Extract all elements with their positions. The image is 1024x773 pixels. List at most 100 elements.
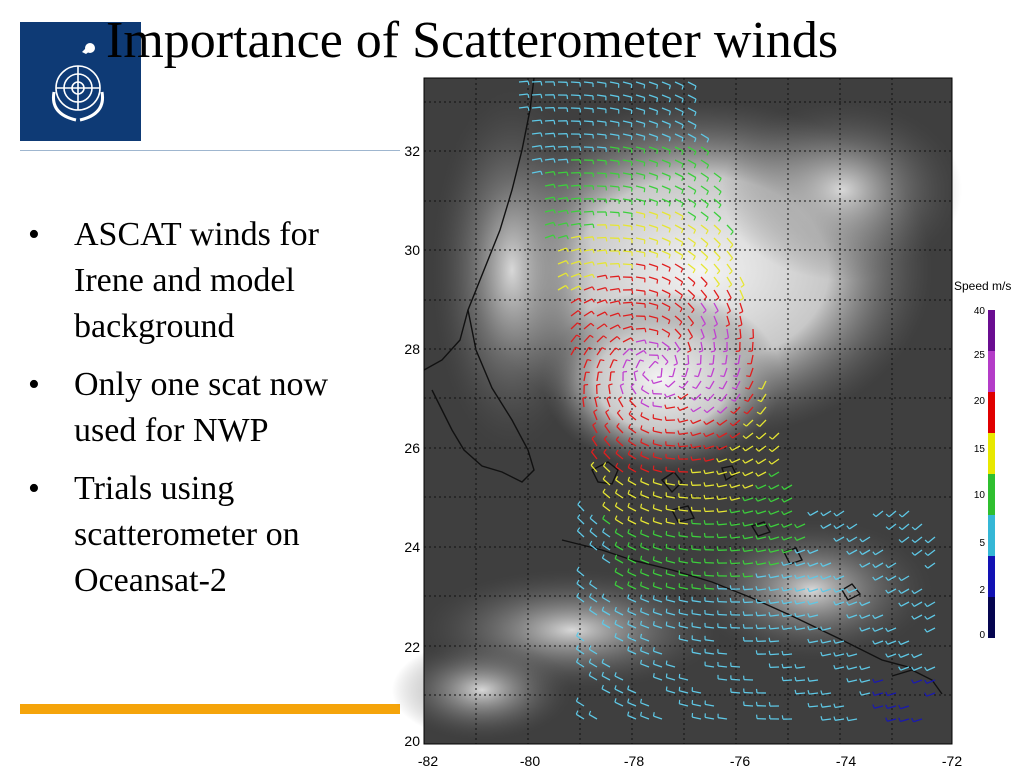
wind-barb-tick bbox=[782, 677, 783, 681]
wind-barb bbox=[718, 627, 727, 628]
wind-barb bbox=[666, 445, 675, 446]
wind-barb-tick bbox=[730, 560, 731, 564]
wind-barb-tick bbox=[705, 546, 706, 550]
wind-barb bbox=[584, 95, 593, 96]
wind-barb bbox=[610, 372, 611, 381]
wind-barb bbox=[679, 446, 688, 447]
wind-barb-tick bbox=[757, 702, 758, 706]
wind-barb bbox=[796, 693, 805, 694]
wind-barb bbox=[770, 641, 779, 642]
wind-barb bbox=[610, 276, 619, 277]
wind-barb bbox=[558, 147, 567, 148]
wind-barb-tick bbox=[717, 534, 718, 538]
wind-barb-tick bbox=[657, 163, 658, 167]
wind-barb bbox=[731, 666, 740, 667]
wind-barb bbox=[545, 133, 554, 134]
wind-barb bbox=[752, 342, 753, 351]
wind-barb bbox=[636, 328, 645, 329]
wind-barb-tick bbox=[593, 186, 594, 190]
wind-barb bbox=[623, 264, 632, 265]
wind-barb bbox=[744, 602, 753, 603]
wind-barb bbox=[688, 355, 689, 364]
wind-barb-tick bbox=[770, 715, 771, 719]
wind-barb-tick bbox=[606, 199, 607, 203]
wind-barb-tick bbox=[653, 479, 654, 483]
y-tick-label: 22 bbox=[404, 639, 420, 655]
wind-barb-tick bbox=[644, 162, 645, 166]
wind-barb bbox=[744, 576, 753, 577]
bullet-list: •ASCAT winds for Irene and model backgro… bbox=[28, 212, 388, 616]
wind-barb-tick bbox=[606, 212, 607, 216]
wind-barb bbox=[558, 172, 567, 173]
wind-barb bbox=[584, 224, 593, 225]
wind-barb-tick bbox=[782, 715, 783, 719]
wind-barb bbox=[558, 159, 567, 160]
wind-barb-tick bbox=[769, 651, 770, 655]
wind-barb-tick bbox=[756, 637, 757, 641]
colorbar-tick: 10 bbox=[974, 490, 986, 501]
wind-barb-tick bbox=[657, 228, 658, 232]
wind-barb-tick bbox=[567, 108, 568, 112]
wind-barb-tick bbox=[682, 376, 686, 377]
wind-barb-tick bbox=[756, 650, 757, 654]
wind-barb-tick bbox=[654, 621, 655, 625]
wind-barb-tick bbox=[580, 121, 581, 125]
wind-barb bbox=[571, 82, 580, 83]
x-tick-label: -74 bbox=[836, 753, 856, 768]
wind-barb-tick bbox=[730, 573, 731, 577]
colorbar-tick: 40 bbox=[974, 306, 986, 317]
wind-barb-tick bbox=[666, 429, 667, 433]
wind-barb-tick bbox=[632, 277, 633, 281]
wind-barb-tick bbox=[554, 120, 555, 124]
wind-barb-tick bbox=[657, 215, 658, 219]
wind-barb bbox=[545, 146, 554, 147]
wind-barb bbox=[532, 94, 541, 95]
wind-barb bbox=[740, 329, 741, 338]
wind-barb bbox=[744, 693, 753, 694]
wind-barb-tick bbox=[657, 189, 658, 193]
wind-barb-tick bbox=[554, 82, 555, 86]
y-tick-label: 28 bbox=[404, 341, 420, 357]
colorbar-tick: 0 bbox=[979, 630, 985, 641]
wind-barb-tick bbox=[567, 95, 568, 99]
wind-barb bbox=[610, 199, 619, 200]
wind-barb-tick bbox=[743, 624, 744, 628]
colorbar-tick: 15 bbox=[974, 444, 986, 455]
wind-barb bbox=[731, 692, 740, 693]
wind-barb-tick bbox=[623, 372, 627, 373]
wind-barb bbox=[584, 134, 593, 135]
wind-barb-tick bbox=[644, 124, 645, 128]
bullet-text: Trials using scatterometer on Oceansat-2 bbox=[74, 470, 300, 599]
wind-barb bbox=[610, 212, 619, 213]
wind-barb bbox=[705, 498, 714, 499]
wind-barb-tick bbox=[704, 508, 705, 512]
wind-barb-tick bbox=[567, 134, 568, 138]
wind-barb bbox=[610, 225, 619, 226]
wind-barb-tick bbox=[657, 124, 658, 128]
wind-barb bbox=[770, 628, 779, 629]
wind-barb bbox=[584, 121, 593, 122]
wind-barb-tick bbox=[678, 455, 679, 459]
wind-barb-tick bbox=[679, 468, 680, 472]
wind-barb bbox=[692, 524, 701, 525]
wind-barb-tick bbox=[644, 149, 645, 153]
wind-barb-tick bbox=[593, 199, 594, 203]
wind-barb-tick bbox=[704, 520, 705, 524]
wind-barb-tick bbox=[718, 585, 719, 589]
wind-barb-tick bbox=[657, 202, 658, 206]
wind-barb-tick bbox=[657, 254, 658, 258]
wind-barb bbox=[597, 173, 606, 174]
wind-barb bbox=[757, 602, 766, 603]
wind-barb-tick bbox=[691, 481, 692, 485]
wind-barb bbox=[584, 108, 593, 109]
colorbar-tick: 2 bbox=[979, 585, 985, 596]
wind-barb-tick bbox=[653, 492, 654, 496]
y-tick-label: 20 bbox=[404, 733, 420, 749]
wind-barb-tick bbox=[653, 530, 654, 534]
wind-barb bbox=[623, 251, 632, 252]
wind-barb bbox=[597, 250, 606, 251]
y-tick-label: 26 bbox=[404, 440, 420, 456]
wind-barb-tick bbox=[593, 173, 594, 177]
wind-barb bbox=[718, 653, 727, 654]
wind-barb-tick bbox=[653, 504, 654, 508]
